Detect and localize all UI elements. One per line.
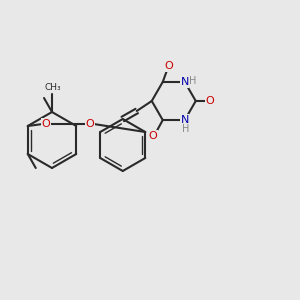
Text: O: O (148, 131, 157, 141)
Text: H: H (189, 76, 196, 86)
Text: O: O (85, 119, 94, 129)
Text: O: O (41, 119, 50, 129)
Text: N: N (181, 115, 189, 125)
Text: N: N (181, 77, 189, 87)
Text: O: O (206, 96, 214, 106)
Text: H: H (182, 124, 189, 134)
Text: O: O (164, 61, 173, 71)
Text: CH₃: CH₃ (45, 83, 61, 92)
